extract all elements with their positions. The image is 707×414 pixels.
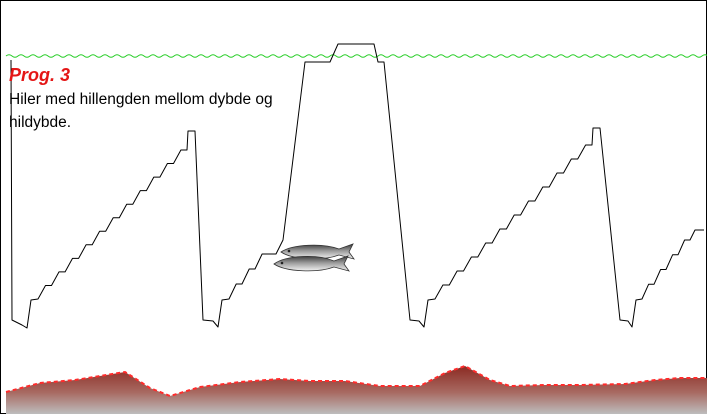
program-description: Hiler med hillengden mellom dybde og hil…: [9, 91, 273, 131]
program-caption: Prog. 3 Hiler med hillengden mellom dybd…: [9, 63, 309, 134]
seabed-outline: [5, 364, 707, 398]
seabed: [6, 366, 707, 414]
fish-school-icon: [273, 243, 355, 272]
sea-surface-wave: [5, 54, 707, 58]
gear-depth-profile: [10, 43, 704, 329]
program-label: Prog. 3: [9, 65, 71, 85]
